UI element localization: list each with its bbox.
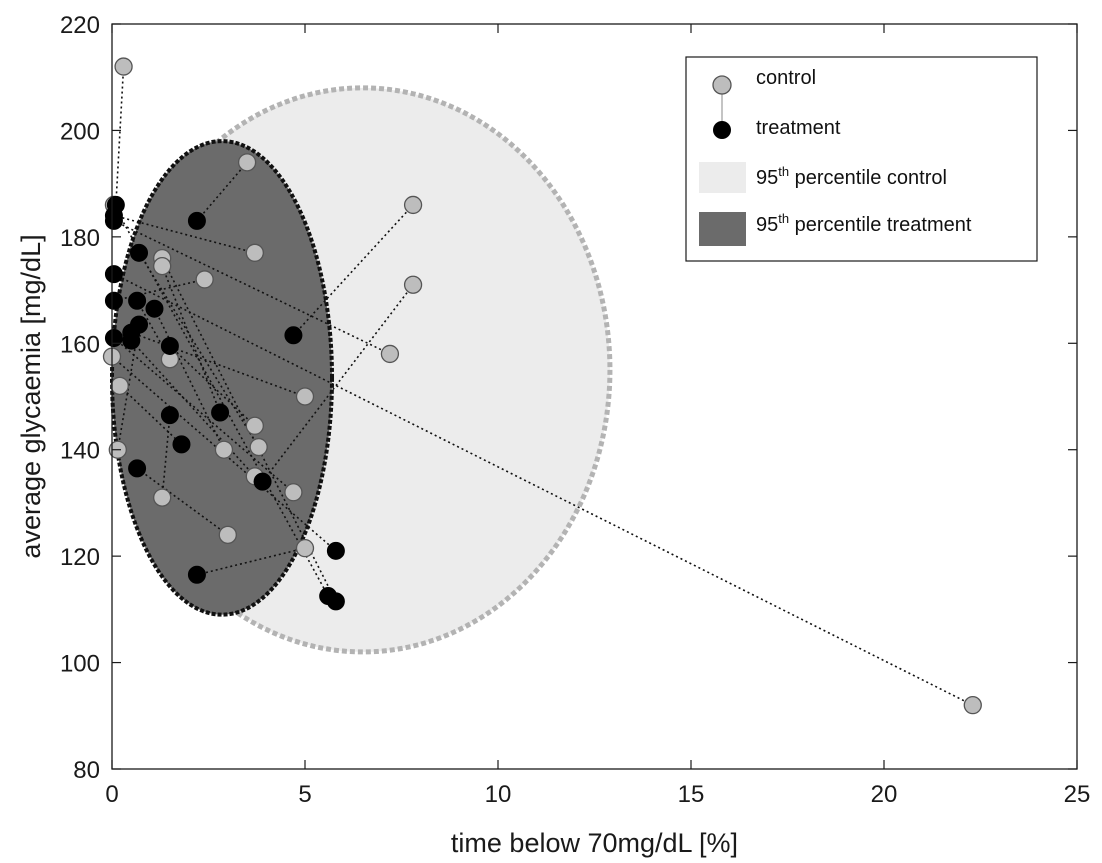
legend: control treatment 95th percentile contro… xyxy=(685,56,1038,262)
control-point xyxy=(245,243,264,262)
x-tick-label: 10 xyxy=(485,781,512,808)
pair-connector xyxy=(196,547,306,576)
pair-connector xyxy=(113,273,974,706)
pair-connector xyxy=(113,204,329,597)
legend-treatment-region-text: percentile treatment xyxy=(789,214,972,236)
control-point xyxy=(403,275,423,294)
pair-connector xyxy=(113,220,391,355)
y-tick-label: 140 xyxy=(60,438,100,465)
control-point xyxy=(214,440,234,459)
legend-control-region-label: 95th percentile control xyxy=(756,164,947,189)
treatment-point xyxy=(104,328,123,347)
control-point xyxy=(403,195,423,215)
treatment-point xyxy=(122,331,141,350)
axes: 0 5 10 15 20 25 80 100 120 140 160 180 200 220 xyxy=(60,12,1090,808)
control-point xyxy=(237,153,257,172)
data-markers xyxy=(102,57,982,715)
x-tick-label: 25 xyxy=(1064,781,1091,808)
pair-connector xyxy=(131,331,306,398)
legend-control-marker xyxy=(712,75,732,95)
control-point xyxy=(153,488,172,507)
pair-connector xyxy=(161,265,221,413)
control-point xyxy=(114,57,133,76)
treatment-point xyxy=(326,541,345,560)
treatment-point xyxy=(187,211,206,230)
treatment-point xyxy=(253,472,272,491)
x-tick-label: 5 xyxy=(298,781,311,808)
control-point xyxy=(284,483,303,502)
y-tick-label: 180 xyxy=(60,225,100,252)
y-tick-label: 200 xyxy=(60,118,100,145)
y-tick-label: 220 xyxy=(60,12,100,39)
pair-connector xyxy=(130,340,256,477)
treatment-point xyxy=(326,592,345,611)
legend-treatment-label: treatment xyxy=(756,117,841,139)
control-point xyxy=(195,270,214,289)
pair-connector xyxy=(261,284,414,483)
x-tick-label: 15 xyxy=(678,781,705,808)
plot-area-frame xyxy=(111,23,1078,770)
legend-control-region-text: percentile control xyxy=(789,167,947,189)
x-tick-label: 0 xyxy=(105,781,118,808)
pair-connector xyxy=(119,385,183,445)
legend-treatment-region-number: 95 xyxy=(756,214,778,236)
x-axis-label: time below 70mg/dL [%] xyxy=(451,828,738,858)
treatment-point xyxy=(187,565,206,584)
control-point xyxy=(295,387,315,406)
legend-control-region-number: 95 xyxy=(756,167,778,189)
percentile-regions xyxy=(109,85,613,655)
legend-treatment-marker xyxy=(713,121,731,139)
pair-connector xyxy=(161,415,171,498)
pair-connector xyxy=(138,252,260,448)
y-tick-label: 160 xyxy=(60,331,100,358)
treatment-point xyxy=(211,403,230,422)
legend-control-label: control xyxy=(756,67,816,89)
legend-treatment-region-label: 95th percentile treatment xyxy=(756,211,972,236)
control-point xyxy=(110,376,129,396)
legend-treatment-region-swatch xyxy=(699,212,746,246)
treatment-point xyxy=(160,336,179,355)
control-point xyxy=(295,539,315,558)
y-axis-label: average glycaemia [mg/dL] xyxy=(16,234,46,558)
pair-connector xyxy=(136,467,229,536)
y-tick-label: 80 xyxy=(73,757,100,784)
treatment-point xyxy=(128,291,147,310)
x-tick-label: 20 xyxy=(871,781,898,808)
treatment-point xyxy=(130,243,149,262)
y-tick-label: 120 xyxy=(60,544,100,571)
pair-connector xyxy=(111,355,337,552)
control-point xyxy=(380,344,400,364)
control-point xyxy=(153,256,172,276)
y-tick-label: 100 xyxy=(60,651,100,678)
treatment-point xyxy=(160,406,179,425)
treatment-point xyxy=(104,265,123,284)
control-point xyxy=(249,437,268,457)
control-point xyxy=(963,695,982,715)
legend-control-region-swatch xyxy=(699,162,746,193)
pair-connector xyxy=(113,214,256,254)
treatment-point xyxy=(104,291,123,310)
treatment-point xyxy=(128,459,147,478)
legend-treatment-region-superscript: th xyxy=(778,211,789,226)
control-point xyxy=(245,416,264,435)
treatment-point xyxy=(104,211,123,230)
control-treatment-connectors xyxy=(111,66,974,706)
control-point xyxy=(218,525,237,545)
treatment-point xyxy=(145,299,164,318)
legend-control-region-superscript: th xyxy=(778,164,789,179)
pair-connector xyxy=(153,308,225,451)
treatment-point xyxy=(284,326,303,345)
pair-connector xyxy=(113,278,205,302)
treatment-point xyxy=(172,435,191,454)
pair-connector xyxy=(115,66,125,205)
